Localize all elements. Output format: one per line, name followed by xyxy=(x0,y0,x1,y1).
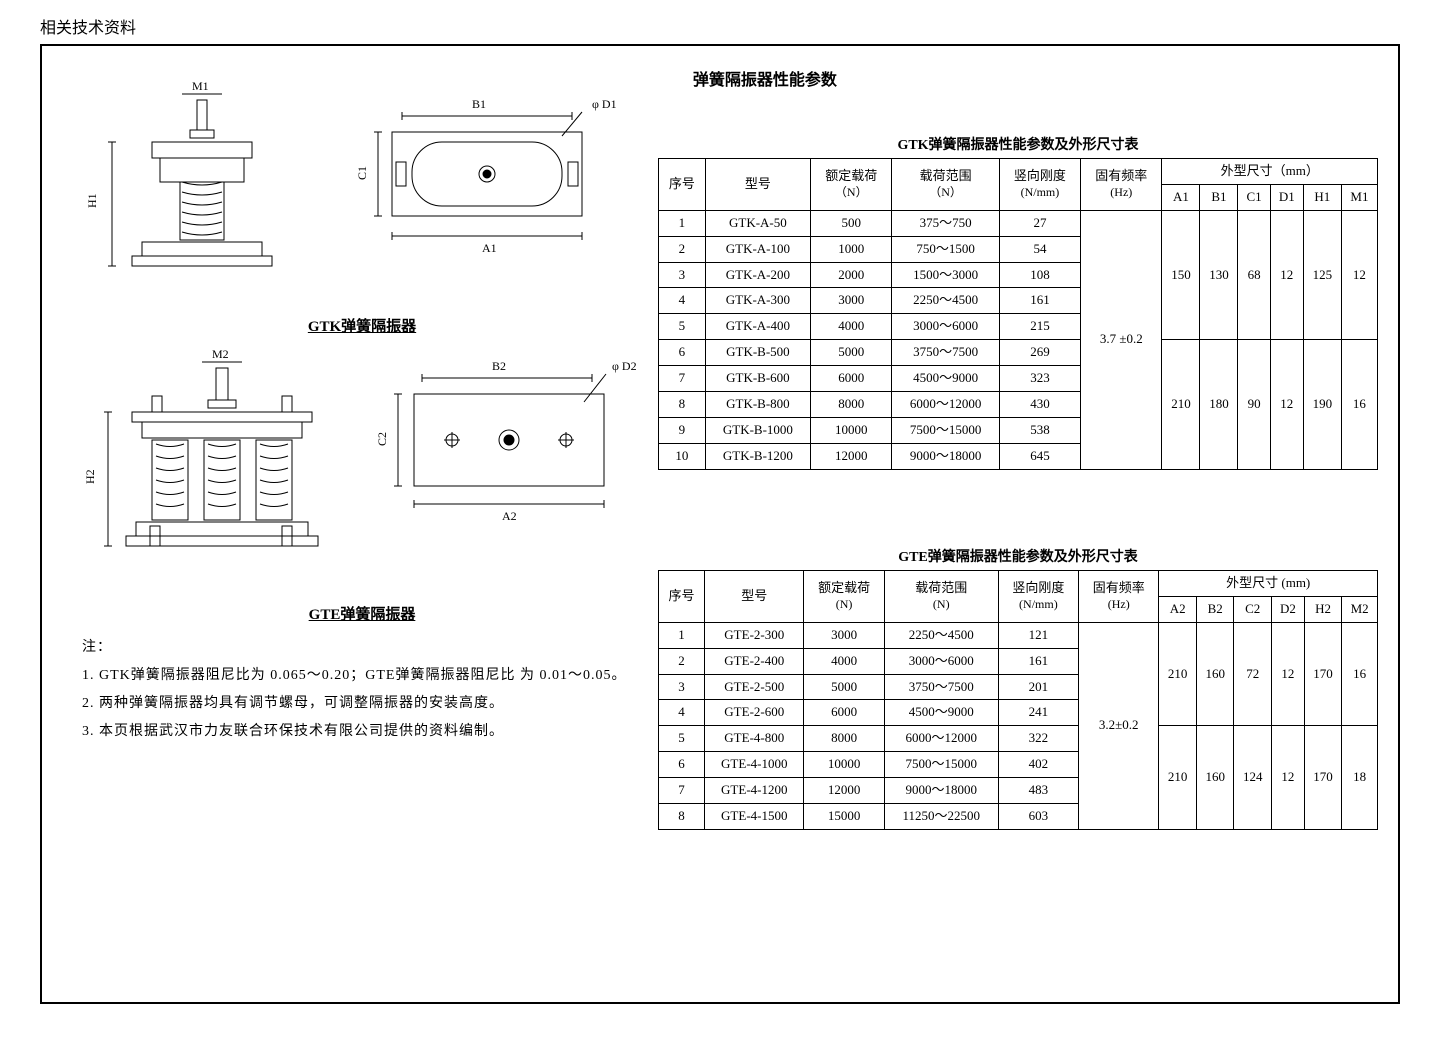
gte-caption: GTE弹簧隔振器 xyxy=(82,603,642,624)
col-C: C1 xyxy=(1238,184,1270,210)
gtk-table-title: GTK弹簧隔振器性能参数及外形尺寸表 xyxy=(658,134,1378,154)
col-stiff: 竖向刚度(N/mm) xyxy=(998,571,1078,623)
col-H: H2 xyxy=(1304,596,1342,622)
col-dim: 外型尺寸 (mm) xyxy=(1159,571,1378,597)
gtk-top-view: B1 φ D1 C1 xyxy=(342,76,632,281)
label-b1: B1 xyxy=(472,97,486,111)
note-2: 2. 两种弹簧隔振器均具有调节螺母，可调整隔振器的安装高度。 xyxy=(82,690,642,718)
label-b2: B2 xyxy=(492,359,506,373)
gte-top-view: B2 φ D2 C2 xyxy=(362,344,652,549)
table-row: 5GTE-4-80080006000～120003222101601241217… xyxy=(659,726,1378,752)
col-dim: 外型尺寸（mm） xyxy=(1162,159,1378,185)
label-a2: A2 xyxy=(502,509,517,523)
col-stiff: 竖向刚度(N/mm) xyxy=(999,159,1080,211)
table-row: 1GTE-2-30030002250～45001213.2±0.22101607… xyxy=(659,622,1378,648)
gte-table-title: GTE弹簧隔振器性能参数及外形尺寸表 xyxy=(658,546,1378,566)
col-M: M2 xyxy=(1342,596,1378,622)
freq-merged: 3.7 ±0.2 xyxy=(1081,210,1162,469)
col-freq: 固有频率(Hz) xyxy=(1081,159,1162,211)
gte-front-view: M2 xyxy=(82,344,362,599)
notes-header: 注： xyxy=(82,634,642,662)
col-seq: 序号 xyxy=(659,159,706,211)
label-d1: φ D1 xyxy=(592,97,617,111)
gte-table-block: GTE弹簧隔振器性能参数及外形尺寸表 序号型号额定载荷(N)载荷范围(N)竖向刚… xyxy=(658,546,1378,830)
label-a1: A1 xyxy=(482,241,497,255)
page-heading: 相关技术资料 xyxy=(40,14,1400,38)
table-row: 1GTK-A-50500375～750273.7 ±0.215013068121… xyxy=(659,210,1378,236)
gte-table: 序号型号额定载荷(N)载荷范围(N)竖向刚度(N/mm)固有频率(Hz)外型尺寸… xyxy=(658,570,1378,830)
col-range: 载荷范围（N） xyxy=(892,159,999,211)
col-B: B2 xyxy=(1196,596,1234,622)
col-model: 型号 xyxy=(705,571,804,623)
note-3: 3. 本页根据武汉市力友联合环保技术有限公司提供的资料编制。 xyxy=(82,718,642,746)
col-A: A1 xyxy=(1162,184,1200,210)
col-seq: 序号 xyxy=(659,571,705,623)
col-M: M1 xyxy=(1341,184,1377,210)
note-1: 1. GTK弹簧隔振器阻尼比为 0.065～0.20；GTE弹簧隔振器阻尼比 为… xyxy=(82,662,642,690)
gtk-diagram-row: M1 xyxy=(82,76,642,311)
col-freq: 固有频率(Hz) xyxy=(1079,571,1159,623)
col-B: B1 xyxy=(1200,184,1238,210)
table-row: 6GTK-B-50050003750～750026921018090121901… xyxy=(659,340,1378,366)
label-m1: M1 xyxy=(192,79,209,93)
label-h1: H1 xyxy=(85,193,99,208)
col-D: D1 xyxy=(1270,184,1303,210)
col-A: A2 xyxy=(1159,596,1197,622)
label-d2: φ D2 xyxy=(612,359,637,373)
col-C: C2 xyxy=(1234,596,1272,622)
notes-block: 注： 1. GTK弹簧隔振器阻尼比为 0.065～0.20；GTE弹簧隔振器阻尼… xyxy=(82,634,642,746)
freq-merged: 3.2±0.2 xyxy=(1079,622,1159,829)
main-title: 弹簧隔振器性能参数 xyxy=(693,66,837,90)
label-h2: H2 xyxy=(83,469,97,484)
col-range: 载荷范围(N) xyxy=(884,571,998,623)
gtk-caption: GTK弹簧隔振器 xyxy=(82,315,642,336)
label-c1: C1 xyxy=(355,166,369,180)
col-rated: 额定载荷（N） xyxy=(811,159,892,211)
gtk-table-block: GTK弹簧隔振器性能参数及外形尺寸表 序号型号额定载荷（N）载荷范围（N）竖向刚… xyxy=(658,134,1378,470)
left-column: M1 xyxy=(82,76,642,746)
gtk-front-view: M1 xyxy=(82,76,342,311)
gtk-table: 序号型号额定载荷（N）载荷范围（N）竖向刚度(N/mm)固有频率(Hz)外型尺寸… xyxy=(658,158,1378,470)
label-m2: M2 xyxy=(212,347,229,361)
col-H: H1 xyxy=(1303,184,1341,210)
label-c2: C2 xyxy=(375,432,389,446)
page-frame: 弹簧隔振器性能参数 M1 xyxy=(40,44,1400,1004)
col-rated: 额定载荷(N) xyxy=(804,571,884,623)
col-model: 型号 xyxy=(705,159,810,211)
col-D: D2 xyxy=(1272,596,1305,622)
gte-diagram-row: M2 xyxy=(82,344,642,599)
